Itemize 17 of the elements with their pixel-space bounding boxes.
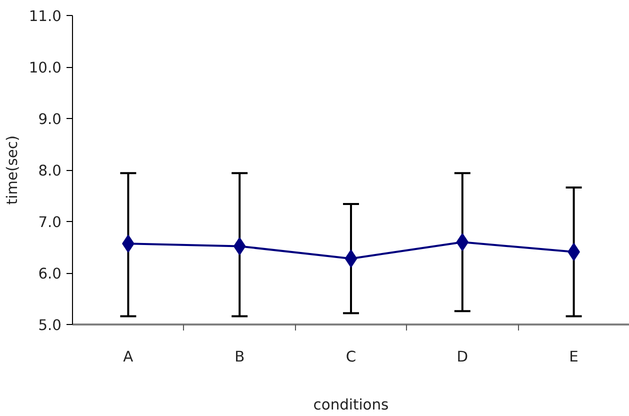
y-tick-label: 10.0 bbox=[28, 60, 62, 76]
point bbox=[344, 250, 358, 268]
y-axis-title: time(sec) bbox=[4, 135, 21, 205]
x-tick-label: C bbox=[346, 348, 356, 366]
y-tick-label: 5.0 bbox=[38, 317, 62, 334]
y-tick-label: 8.0 bbox=[38, 162, 62, 180]
x-tick-label: A bbox=[123, 348, 134, 366]
x-tick-label: D bbox=[456, 348, 468, 366]
y-tick-label: 9.0 bbox=[38, 111, 62, 128]
point bbox=[456, 233, 469, 252]
point bbox=[233, 237, 246, 256]
y-tick-label: 11.0 bbox=[28, 8, 62, 25]
x-tick-label: B bbox=[234, 348, 245, 366]
x-tick-label: E bbox=[569, 348, 578, 366]
x-axis-title: conditions bbox=[313, 396, 389, 414]
y-tick-label: 6.0 bbox=[38, 266, 62, 282]
y-tick-label: 7.0 bbox=[38, 214, 62, 231]
